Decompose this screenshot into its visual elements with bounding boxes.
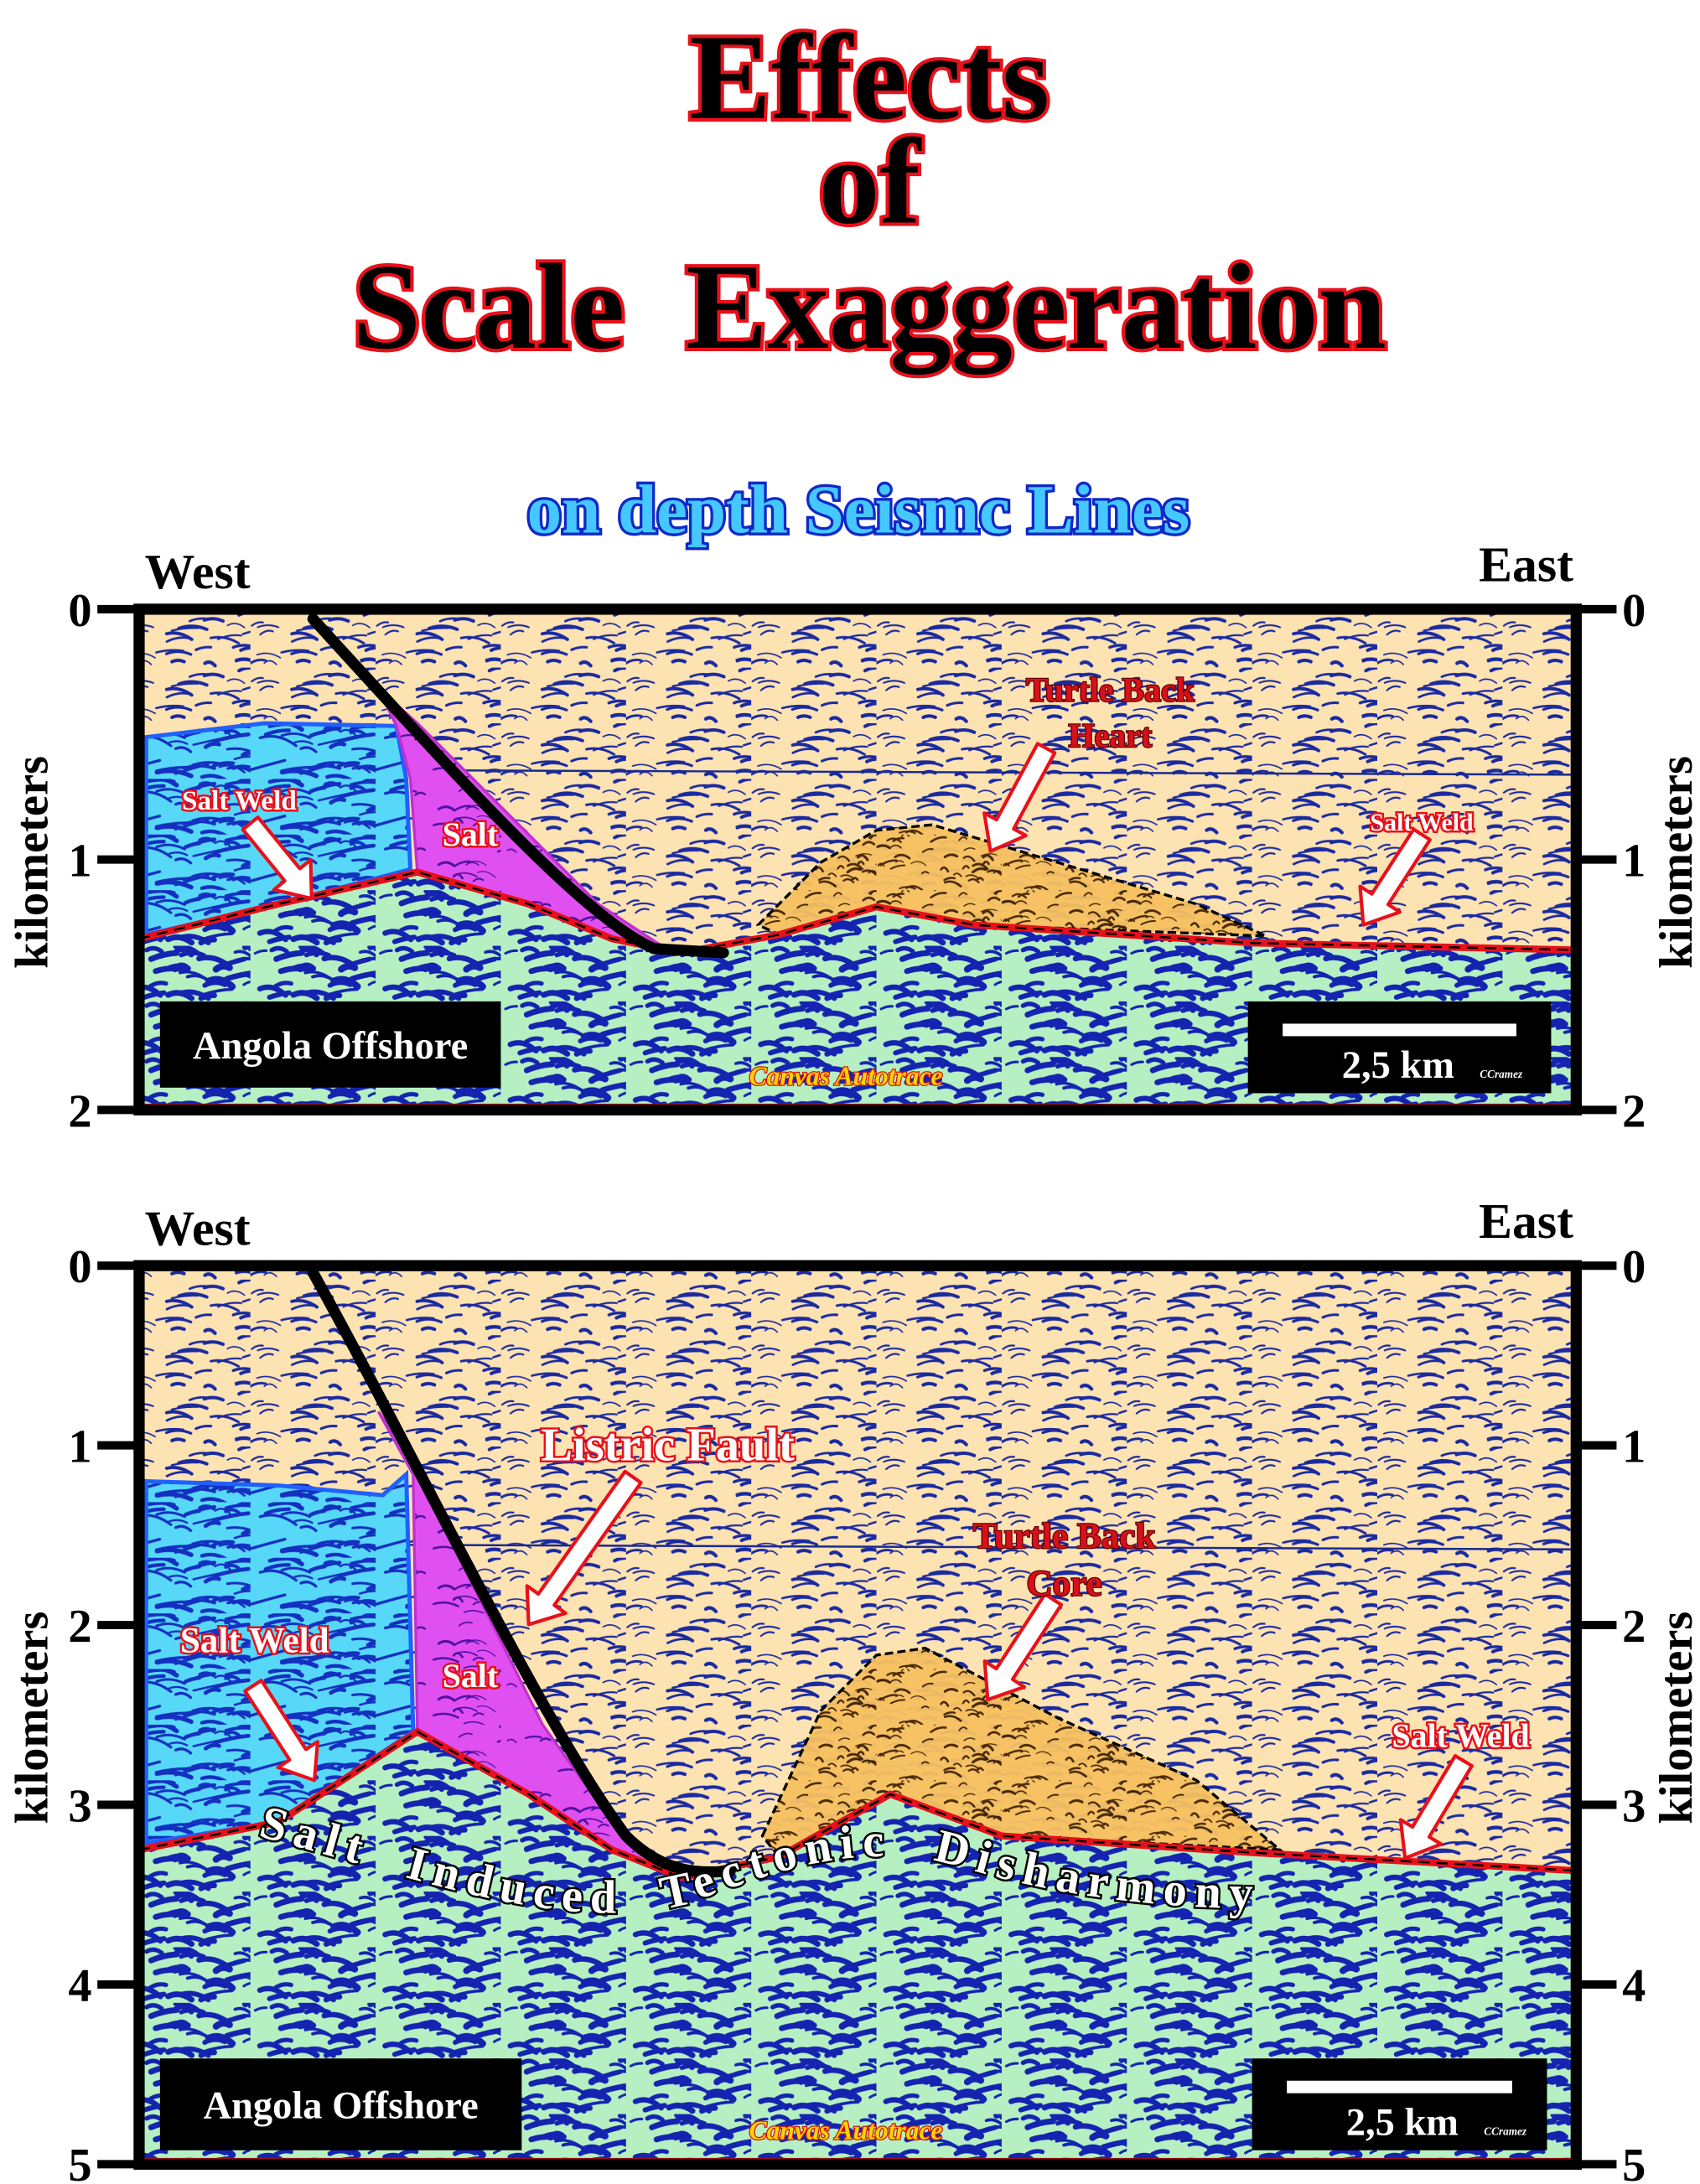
tick-label: 1	[68, 836, 91, 888]
tick-label: 5	[68, 2140, 91, 2184]
software: Canvas Autotrace	[749, 2115, 943, 2145]
arrow	[241, 815, 314, 901]
axis-label: kilometers	[1651, 756, 1700, 969]
weld-dash	[138, 1730, 1577, 1879]
west-label: West	[145, 544, 251, 599]
annotation: Salt	[443, 816, 499, 853]
tick-label: 2	[68, 1601, 91, 1653]
software: Canvas Autotrace	[749, 1061, 943, 1090]
tick-label: 3	[1622, 1780, 1646, 1832]
fault	[307, 613, 729, 959]
salt-blue	[143, 1469, 416, 1845]
arrow	[243, 1679, 319, 1783]
east-label: East	[1479, 1193, 1573, 1249]
arrow	[1398, 1754, 1474, 1861]
annotation: Heart	[1069, 717, 1153, 754]
tick-label: 4	[1622, 1960, 1646, 2012]
location-box	[159, 2058, 522, 2150]
west-label: West	[145, 1200, 251, 1255]
annotation: Salt Weld	[1392, 1717, 1530, 1754]
tick-label: 3	[68, 1780, 91, 1832]
title-line: Scale Exaggeration	[353, 239, 1386, 375]
scale-label: 2,5 km	[1346, 2101, 1459, 2144]
annotation: Salt	[443, 1658, 499, 1695]
title-line: Effects	[689, 9, 1050, 145]
tick-label: 0	[1622, 585, 1646, 637]
annotation: Salt Weld	[180, 1622, 329, 1661]
frame	[133, 1260, 1582, 2170]
arrow	[982, 1592, 1064, 1702]
scale-box	[1252, 2058, 1547, 2150]
location: Angola Offshore	[204, 2085, 479, 2128]
location: Angola Offshore	[193, 1025, 468, 1068]
scale-bar	[1287, 2080, 1512, 2093]
annotation: Salt Weld	[182, 785, 297, 816]
seismic-section	[138, 1265, 1577, 2165]
location-box	[159, 1001, 501, 1088]
axis-label: kilometers	[6, 756, 58, 969]
credit: CCramez	[1484, 2124, 1527, 2137]
annotation: Salt Weld	[1371, 809, 1474, 836]
tick-label: 0	[68, 1241, 91, 1293]
tick-label: 0	[1622, 1241, 1646, 1293]
scale-box	[1247, 1001, 1552, 1094]
tick-label: 1	[68, 1421, 91, 1473]
tick-label: 2	[68, 1085, 91, 1137]
tick-label: 0	[68, 585, 91, 637]
tick-label: 1	[1622, 1421, 1646, 1473]
annotation: Core	[1026, 1565, 1101, 1604]
tick-label: 1	[1622, 836, 1646, 888]
annotation: Listric Fault	[541, 1420, 795, 1472]
tick-label: 5	[1622, 2140, 1646, 2184]
annotation: Turtle Back	[1026, 671, 1195, 708]
tick-label: 4	[68, 1960, 91, 2012]
axis-label: kilometers	[6, 1612, 58, 1824]
axis-label: kilometers	[1651, 1612, 1700, 1824]
basement	[138, 1731, 1577, 2165]
arrow	[982, 742, 1057, 853]
subtitle: on depth Seismc Lines	[527, 471, 1190, 548]
tick-label: 2	[1622, 1601, 1646, 1653]
credit: CCramez	[1480, 1068, 1523, 1080]
arrow	[525, 1469, 643, 1627]
east-label: East	[1479, 537, 1573, 593]
title-line: of	[818, 114, 922, 250]
fault	[307, 1266, 736, 1878]
scale-label: 2,5 km	[1342, 1044, 1454, 1087]
annotation: Turtle Back	[973, 1517, 1156, 1556]
scale-bar	[1283, 1023, 1516, 1037]
tick-label: 2	[1622, 1085, 1646, 1137]
arrow	[1358, 827, 1432, 927]
